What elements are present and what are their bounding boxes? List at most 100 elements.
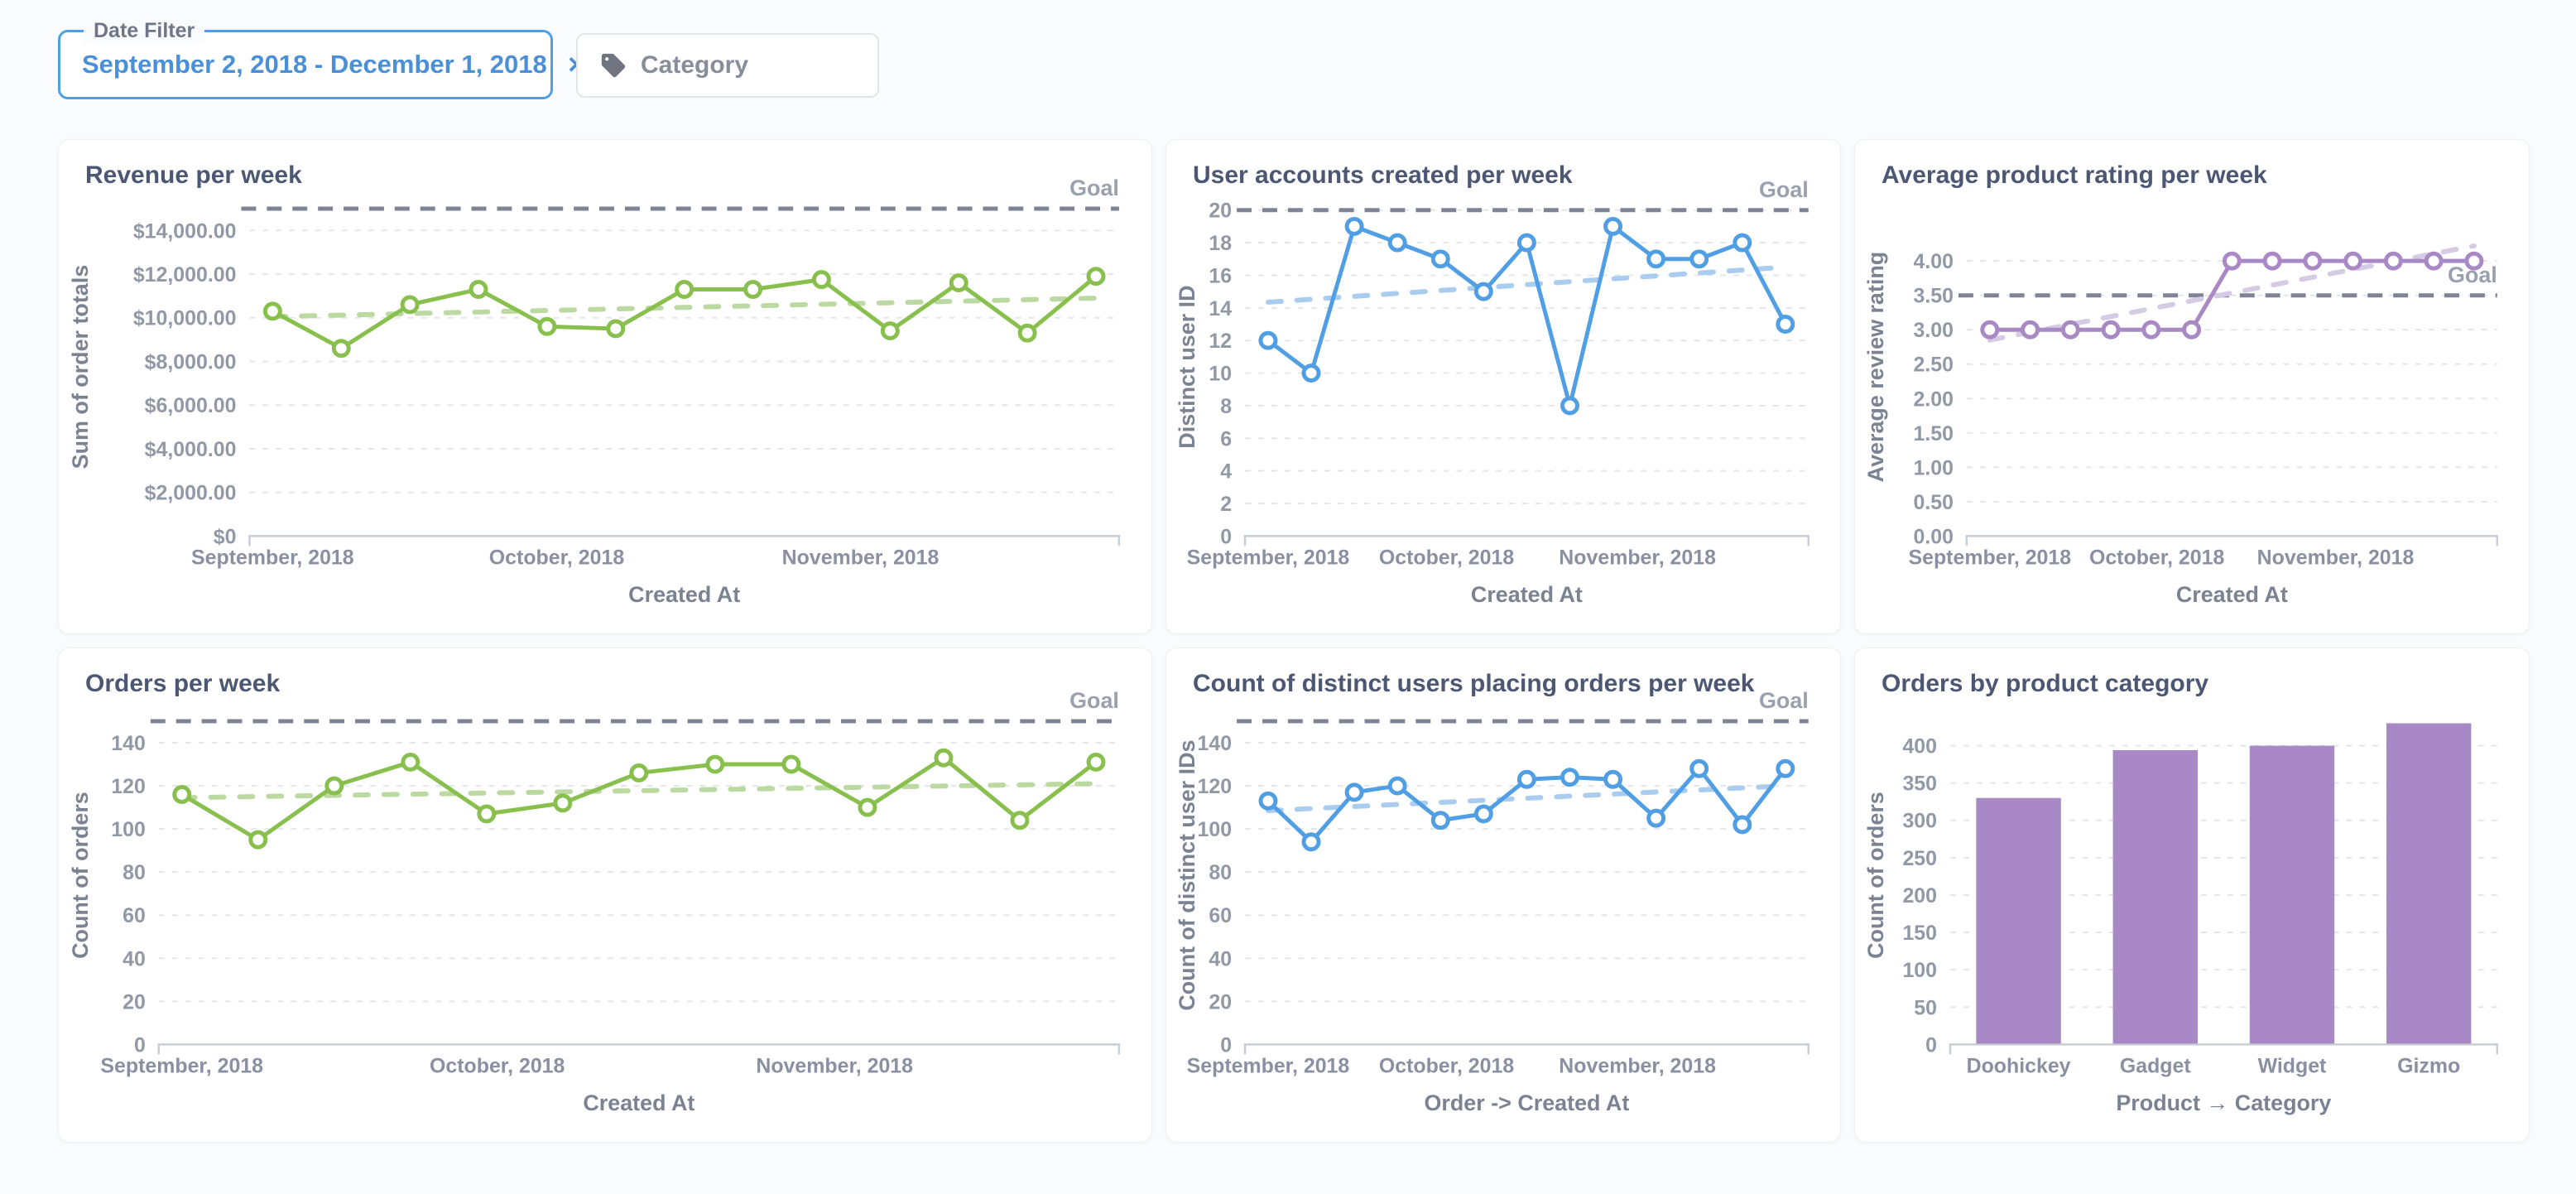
data-point[interactable] (2383, 251, 2403, 271)
chart-canvas-average-product-rating-per-week[interactable]: 0.000.501.001.502.002.503.003.504.00Goal… (1855, 140, 2529, 633)
chart-card-revenue-per-week[interactable]: $0 $2,000.00 $4,000.00 $6,000.00 $8,000.00 $1… (58, 139, 1152, 634)
data-point[interactable] (1301, 832, 1321, 852)
data-point[interactable] (705, 754, 725, 774)
x-tick-label: November, 2018 (2257, 546, 2415, 569)
data-point[interactable] (248, 830, 268, 850)
chart-canvas-orders-per-week[interactable]: 0 20 40 60 80 100 120 140 Goal September, 2018 Oct… (59, 648, 1151, 1142)
chart-title[interactable]: Average product rating per week (1882, 161, 2267, 189)
data-point[interactable] (1258, 791, 1278, 811)
chart-card-distinct-users-placing-orders[interactable]: 0 20 40 60 80 100 120 140 Goal September, 2018 Oct… (1165, 648, 1841, 1143)
data-point[interactable] (781, 754, 801, 774)
trend-line (270, 296, 1098, 320)
data-point[interactable] (1344, 216, 1364, 236)
data-point[interactable] (2182, 320, 2202, 339)
chart-card-orders-by-product-category[interactable]: 0 50 100 150 200 250 300 350 400 Doohickey Gadget W… (1854, 648, 2530, 1143)
data-point[interactable] (1258, 330, 1278, 350)
data-point[interactable] (477, 804, 497, 824)
data-point[interactable] (1646, 808, 1666, 828)
data-point[interactable] (2262, 251, 2282, 271)
data-point[interactable] (1017, 323, 1037, 343)
chart-canvas-revenue-per-week[interactable]: $0 $2,000.00 $4,000.00 $6,000.00 $8,000.00 $1… (59, 140, 1151, 633)
data-point[interactable] (1980, 320, 2000, 339)
data-point[interactable] (1387, 776, 1407, 796)
data-point[interactable] (1430, 249, 1450, 269)
data-point[interactable] (1473, 282, 1493, 301)
bar[interactable] (1976, 797, 2061, 1044)
bar[interactable] (2386, 723, 2472, 1044)
data-point[interactable] (1733, 233, 1752, 253)
chart-card-orders-per-week[interactable]: 0 20 40 60 80 100 120 140 Goal September, 2018 Oct… (58, 648, 1152, 1143)
data-point[interactable] (2424, 251, 2444, 271)
data-point[interactable] (172, 785, 192, 804)
data-point[interactable] (2141, 320, 2161, 339)
data-point[interactable] (1560, 768, 1579, 787)
data-point[interactable] (537, 316, 557, 336)
data-point[interactable] (2021, 320, 2040, 339)
data-point[interactable] (675, 280, 694, 299)
data-point[interactable] (1776, 758, 1795, 778)
data-point[interactable] (606, 319, 626, 339)
data-point[interactable] (1344, 782, 1364, 802)
chart-card-user-accounts-created-per-week[interactable]: 0 2 4 6 8 10 12 14 16 18 20 Goal September, 2018 Octo… (1165, 139, 1841, 634)
data-point[interactable] (934, 748, 954, 768)
x-axis-title: Created At (2176, 582, 2288, 607)
data-point[interactable] (1646, 249, 1666, 269)
data-point[interactable] (1086, 267, 1106, 286)
y-tick-label: 200 (1902, 884, 1937, 908)
chart-title[interactable]: Revenue per week (85, 161, 302, 189)
data-point[interactable] (629, 763, 649, 782)
y-tick-label: 140 (111, 732, 146, 755)
data-point[interactable] (1689, 249, 1709, 269)
data-point[interactable] (1516, 233, 1536, 253)
data-point[interactable] (743, 280, 763, 299)
chart-canvas-orders-by-product-category[interactable]: 0 50 100 150 200 250 300 350 400 Doohickey Gadget W… (1855, 648, 2529, 1142)
data-point[interactable] (1301, 363, 1321, 383)
y-tick-label: 2.50 (1913, 354, 1953, 377)
category-filter-widget[interactable]: Category (576, 33, 879, 98)
data-point[interactable] (1010, 811, 1030, 831)
data-point[interactable] (2303, 251, 2323, 271)
data-point[interactable] (2222, 251, 2242, 271)
data-point[interactable] (880, 321, 900, 341)
data-point[interactable] (2464, 251, 2484, 271)
data-point[interactable] (1603, 216, 1623, 236)
data-point[interactable] (262, 301, 282, 321)
chart-title[interactable]: User accounts created per week (1193, 161, 1573, 189)
chart-title[interactable]: Count of distinct users placing orders p… (1193, 670, 1755, 697)
y-tick-label: 0.00 (1913, 525, 1953, 548)
data-point[interactable] (949, 273, 968, 293)
bar[interactable] (2249, 745, 2335, 1044)
chart-title[interactable]: Orders by product category (1882, 670, 2209, 697)
y-tick-label: $6,000.00 (145, 394, 237, 417)
data-point[interactable] (469, 280, 488, 299)
data-point[interactable] (331, 339, 351, 359)
bar[interactable] (2112, 749, 2198, 1044)
series-line[interactable] (1266, 224, 1788, 408)
chart-card-average-product-rating-per-week[interactable]: 0.00 0.50 1.00 1.50 2.00 2.50 3.00 3.50 4.00 Goal… (1854, 139, 2530, 634)
data-point[interactable] (1086, 752, 1106, 772)
data-point[interactable] (1430, 811, 1450, 831)
date-filter-widget[interactable]: Date Filter September 2, 2018 - December… (58, 19, 586, 99)
data-point[interactable] (2343, 251, 2363, 271)
data-point[interactable] (1776, 315, 1795, 334)
data-point[interactable] (1516, 769, 1536, 789)
data-point[interactable] (553, 793, 573, 813)
y-tick-label: 80 (123, 861, 146, 884)
x-axis-line (1243, 1043, 1810, 1055)
data-point[interactable] (811, 270, 831, 290)
data-point[interactable] (858, 797, 877, 817)
data-point[interactable] (1689, 758, 1709, 778)
chart-canvas-user-accounts-created-per-week[interactable]: 0 2 4 6 8 10 12 14 16 18 20 Goal September, 2018 Octo… (1166, 140, 1840, 633)
data-point[interactable] (1473, 804, 1493, 824)
data-point[interactable] (2060, 320, 2080, 339)
data-point[interactable] (1560, 396, 1579, 416)
data-point[interactable] (324, 776, 344, 796)
data-point[interactable] (400, 295, 420, 315)
data-point[interactable] (1387, 233, 1407, 253)
data-point[interactable] (1733, 815, 1752, 835)
data-point[interactable] (2101, 320, 2121, 339)
data-point[interactable] (1603, 769, 1623, 789)
chart-canvas-distinct-users-placing-orders[interactable]: 0 20 40 60 80 100 120 140 Goal September, 2018 Oct… (1166, 648, 1840, 1142)
data-point[interactable] (401, 752, 421, 772)
chart-title[interactable]: Orders per week (85, 670, 281, 697)
